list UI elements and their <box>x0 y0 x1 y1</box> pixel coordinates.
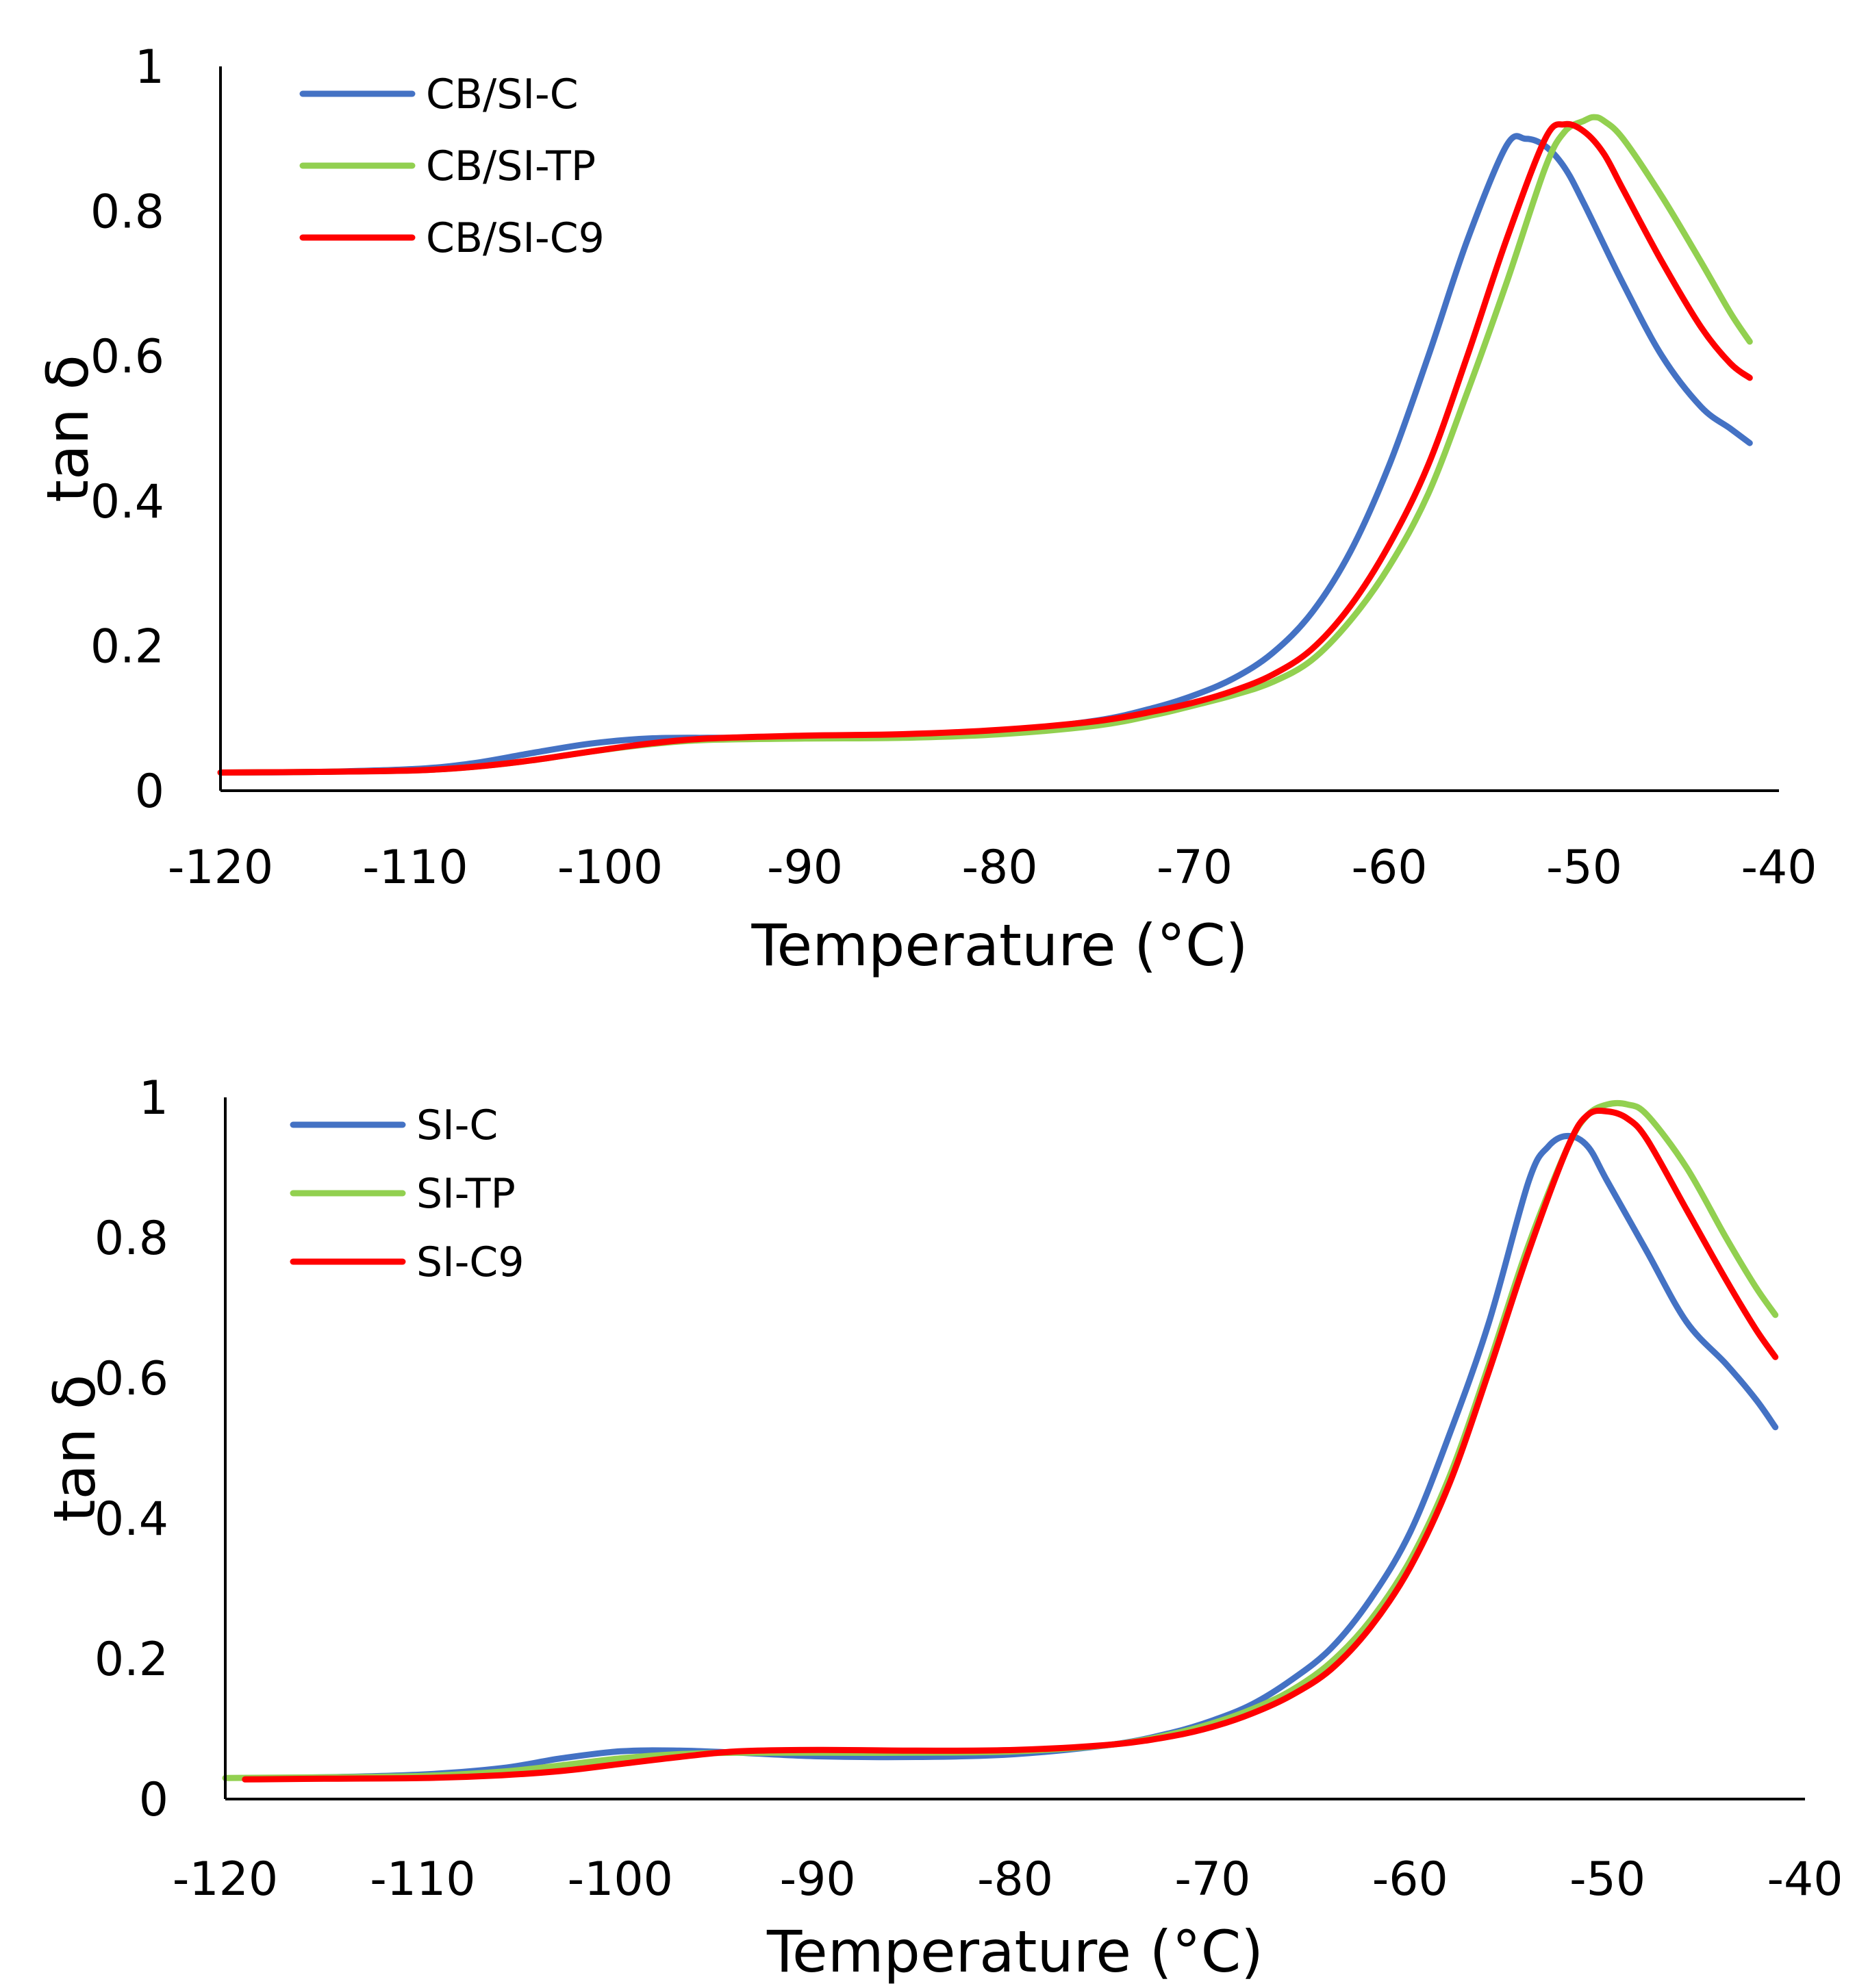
x-tick-label: -60 <box>1351 841 1427 895</box>
x-tick-label: -90 <box>780 1852 856 1907</box>
chart-bottom: 0 0.2 0.4 0.6 0.8 1 -120 -110 -100 -90 -80 -70 -60 -5… <box>41 1071 1843 1985</box>
x-tick-label: -120 <box>173 1852 278 1907</box>
legend-label: CB/SI-C9 <box>426 214 605 262</box>
series-line-si-c <box>242 1132 1779 1781</box>
x-tick-label: -110 <box>370 1852 475 1907</box>
x-tick-label: -70 <box>1174 1852 1250 1907</box>
y-tick-label: 0.4 <box>90 475 164 529</box>
y-tick-label: 1 <box>135 40 164 94</box>
legend-label: CB/SI-TP <box>426 142 596 190</box>
legend-label: SI-C9 <box>416 1238 525 1286</box>
x-tick-label: -50 <box>1546 841 1622 895</box>
series-line-cb-si-c9 <box>217 120 1753 776</box>
legend-label: SI-C <box>416 1101 498 1149</box>
x-tick-label: -70 <box>1157 841 1233 895</box>
x-tick-label: -90 <box>767 841 843 895</box>
series-line-si-tp <box>222 1099 1779 1781</box>
y-tick-label: 1 <box>139 1071 168 1125</box>
legend: CB/SI-C CB/SI-TP CB/SI-C9 <box>299 71 605 262</box>
x-tick-label: -80 <box>961 841 1037 895</box>
chart-top: 0 0.2 0.4 0.6 0.8 1 -120 -110 -100 -90 -80 -70 -60 -5… <box>34 40 1817 979</box>
x-tick-label: -100 <box>557 841 663 895</box>
x-tick-label: -60 <box>1372 1852 1448 1907</box>
legend-label: SI-TP <box>416 1170 516 1218</box>
y-tick-label: 0.8 <box>94 1212 168 1266</box>
x-tick-label: -120 <box>168 841 273 895</box>
y-tick-label: 0.2 <box>94 1633 168 1687</box>
y-tick-label: 0.6 <box>90 330 164 384</box>
series-line-cb-si-c <box>217 133 1753 776</box>
y-tick-label: 0.4 <box>94 1492 168 1546</box>
x-tick-label: -40 <box>1741 841 1817 895</box>
y-tick-label: 0.2 <box>90 620 164 674</box>
y-tick-label: 0.8 <box>90 186 164 240</box>
x-tick-label: -40 <box>1767 1852 1843 1907</box>
x-tick-label: -110 <box>362 841 468 895</box>
y-tick-label: 0.6 <box>94 1352 168 1406</box>
y-axis-label: tan δ <box>34 355 101 502</box>
series-line-si-c9 <box>242 1107 1779 1783</box>
y-axis-label: tan δ <box>41 1375 108 1522</box>
x-axis-label: Temperature (°C) <box>766 1918 1263 1985</box>
x-tick-label: -50 <box>1569 1852 1645 1907</box>
legend: SI-C SI-TP SI-C9 <box>290 1101 525 1286</box>
x-tick-label: -80 <box>977 1852 1053 1907</box>
legend-label: CB/SI-C <box>426 71 579 118</box>
x-tick-label: -100 <box>568 1852 673 1907</box>
y-tick-label: 0 <box>139 1773 168 1827</box>
y-tick-label: 0 <box>135 765 164 819</box>
x-axis-label: Temperature (°C) <box>751 912 1248 979</box>
